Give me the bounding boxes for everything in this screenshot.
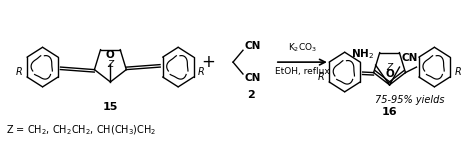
Text: R: R (455, 67, 461, 77)
Text: Z = CH$_2$, CH$_2$CH$_2$, CH(CH$_3$)CH$_2$: Z = CH$_2$, CH$_2$CH$_2$, CH(CH$_3$)CH$_… (6, 124, 156, 137)
Text: +: + (201, 53, 215, 71)
Text: CN: CN (401, 53, 418, 63)
Text: Z: Z (107, 60, 113, 69)
Text: K$_2$CO$_3$: K$_2$CO$_3$ (288, 42, 317, 54)
Text: 2: 2 (247, 90, 255, 100)
Text: CN: CN (245, 73, 261, 83)
Text: R: R (16, 67, 23, 77)
Text: CN: CN (245, 41, 261, 51)
Text: NH$_2$: NH$_2$ (351, 47, 374, 61)
Text: EtOH, reflux: EtOH, reflux (275, 67, 330, 76)
Text: R: R (198, 67, 205, 77)
Text: 15: 15 (103, 102, 118, 112)
Text: O: O (385, 69, 394, 79)
Text: O: O (106, 50, 115, 60)
Text: 75-95% yields: 75-95% yields (375, 95, 444, 105)
Text: R: R (318, 72, 325, 82)
Text: 16: 16 (382, 107, 397, 117)
Text: Z: Z (386, 63, 392, 72)
